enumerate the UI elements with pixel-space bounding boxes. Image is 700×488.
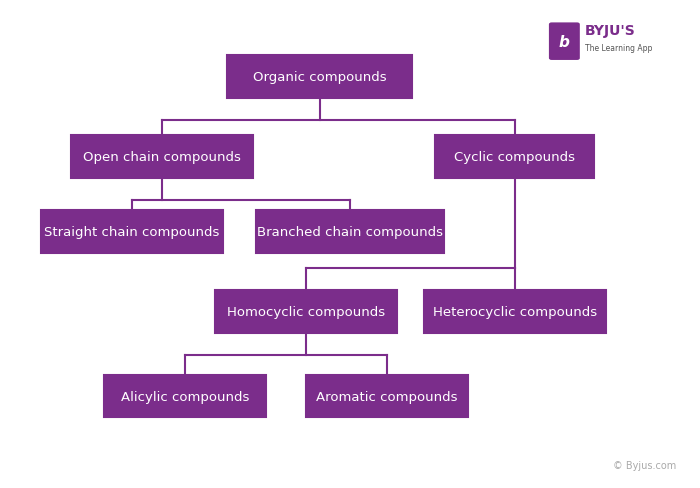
- Text: Open chain compounds: Open chain compounds: [83, 151, 241, 164]
- FancyBboxPatch shape: [424, 291, 606, 333]
- Text: Organic compounds: Organic compounds: [253, 71, 386, 84]
- Text: Cyclic compounds: Cyclic compounds: [454, 151, 575, 164]
- Text: Homocyclic compounds: Homocyclic compounds: [228, 305, 386, 318]
- FancyBboxPatch shape: [104, 375, 266, 418]
- FancyBboxPatch shape: [435, 136, 594, 179]
- FancyBboxPatch shape: [71, 136, 253, 179]
- FancyBboxPatch shape: [216, 291, 398, 333]
- FancyBboxPatch shape: [227, 57, 412, 99]
- Text: BYJU'S: BYJU'S: [585, 24, 636, 38]
- Text: Heterocyclic compounds: Heterocyclic compounds: [433, 305, 596, 318]
- Text: The Learning App: The Learning App: [585, 44, 652, 53]
- Text: Aromatic compounds: Aromatic compounds: [316, 390, 458, 403]
- FancyBboxPatch shape: [41, 211, 223, 254]
- FancyBboxPatch shape: [306, 375, 468, 418]
- Text: © Byjus.com: © Byjus.com: [612, 460, 676, 470]
- Text: Straight chain compounds: Straight chain compounds: [44, 226, 219, 239]
- FancyBboxPatch shape: [549, 23, 580, 61]
- FancyBboxPatch shape: [256, 211, 444, 254]
- Text: Branched chain compounds: Branched chain compounds: [257, 226, 443, 239]
- Text: b: b: [559, 35, 570, 50]
- Text: Alicylic compounds: Alicylic compounds: [121, 390, 249, 403]
